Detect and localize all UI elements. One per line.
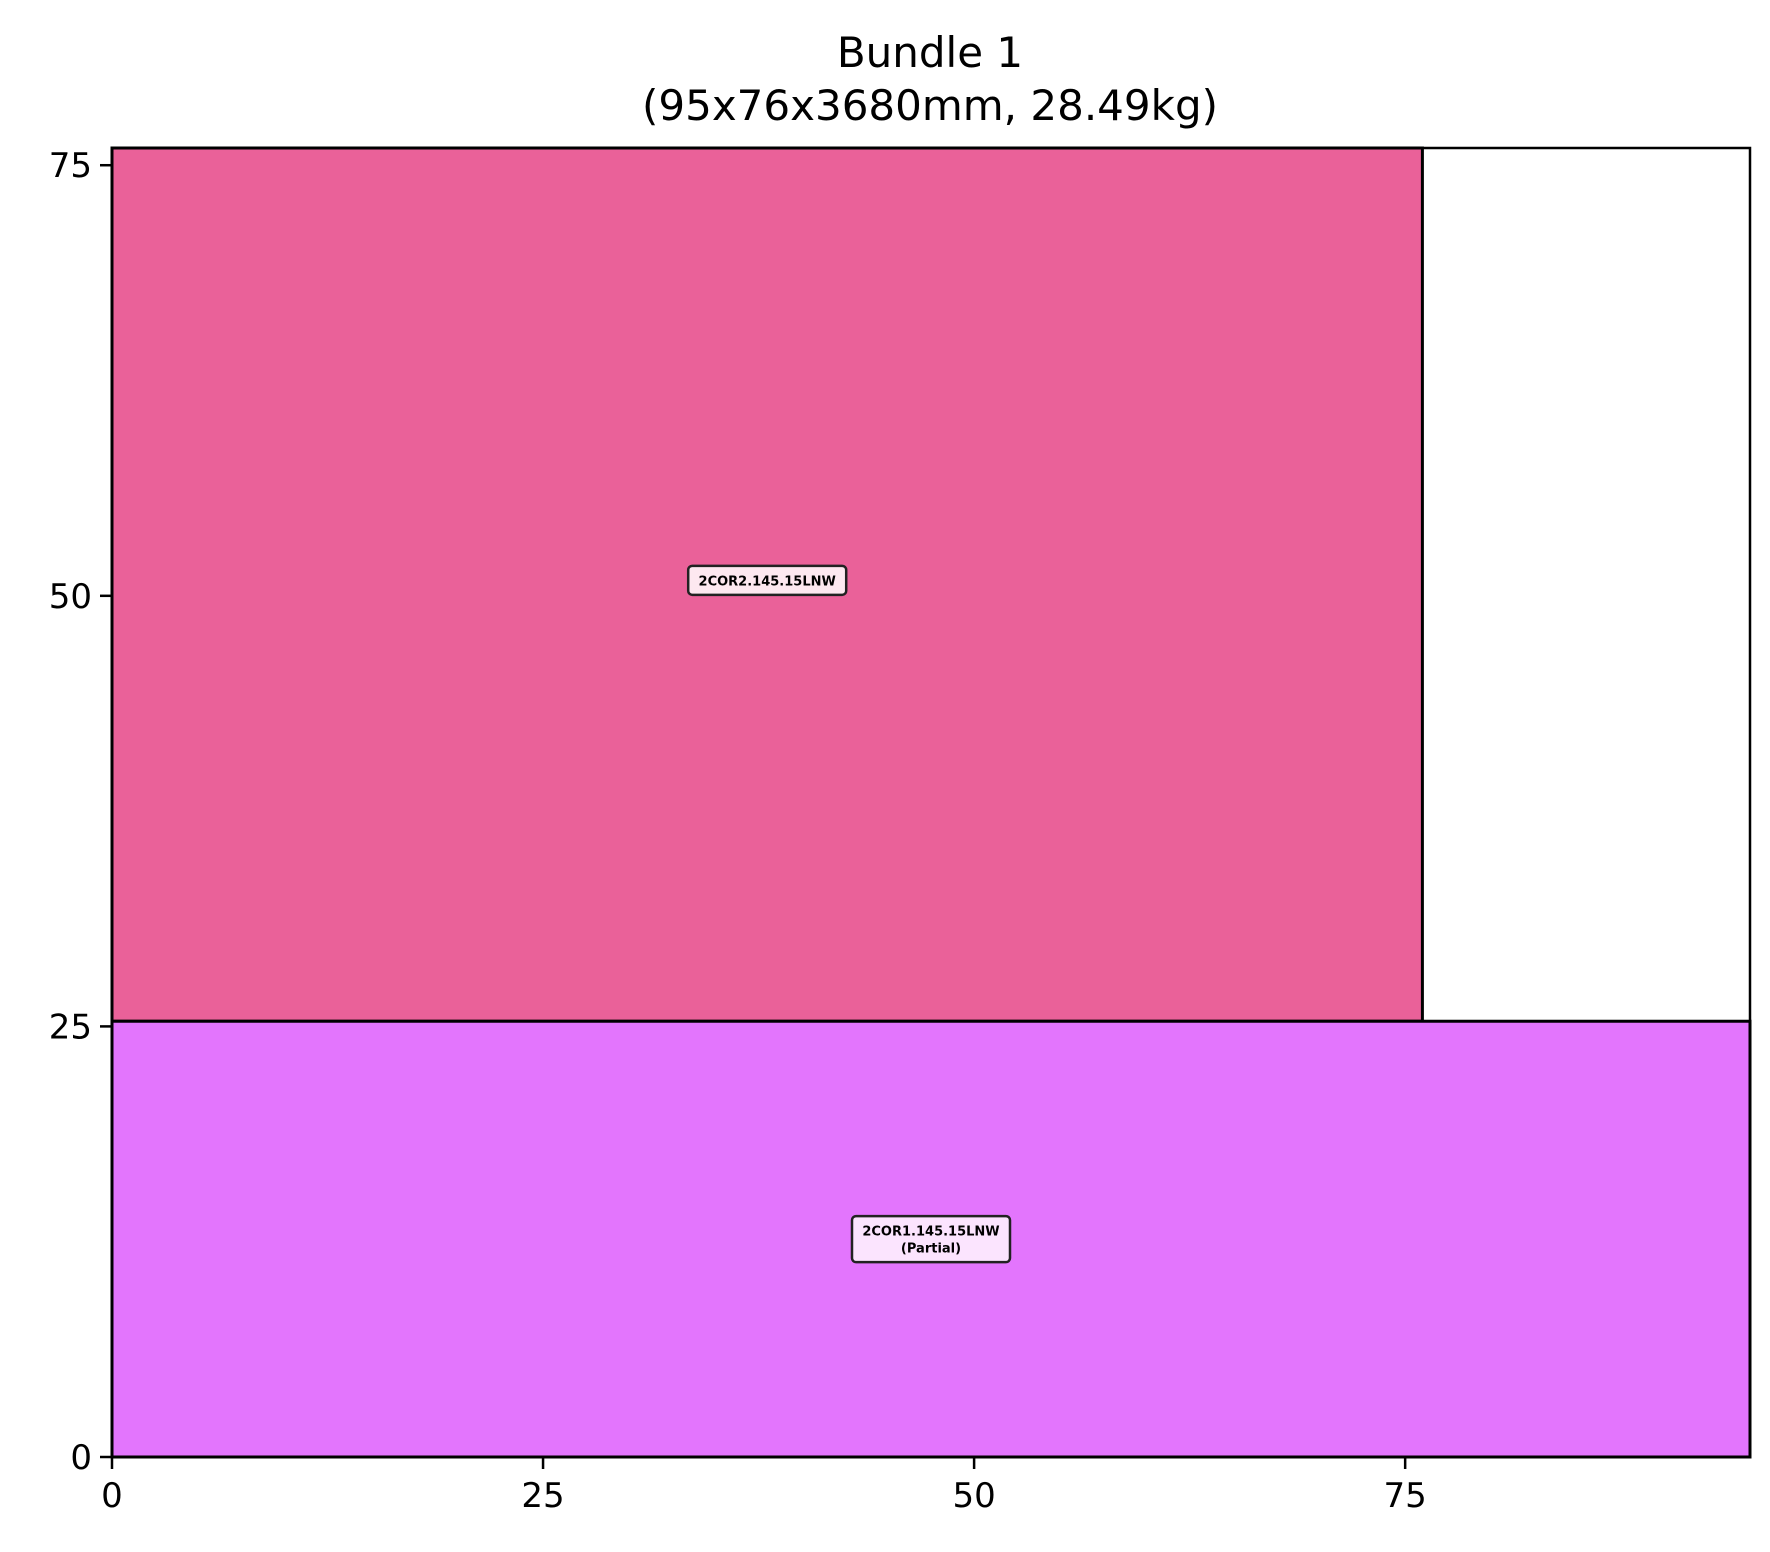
y-tick-label-2: 50: [49, 577, 92, 617]
plot-area: 2COR2.145.15LNW 2COR1.145.15LNW (Partial) 0…: [49, 146, 1752, 1516]
y-tick-label-3: 75: [49, 146, 92, 186]
item-label-box-0: [686, 564, 848, 597]
x-tick-label-3: 75: [1384, 1476, 1427, 1516]
x-tick-label-1: 25: [521, 1476, 564, 1516]
chart-title-line-1: Bundle 1: [837, 28, 1023, 77]
chart-title-line-2: (95x76x3680mm, 28.49kg): [642, 81, 1218, 130]
axes-frame: [110, 146, 1752, 1459]
item-label-1-0: 2COR1.145.15LNW: [862, 1225, 999, 1240]
y-tick-label-0: 0: [70, 1438, 92, 1478]
y-tick-label-1: 25: [49, 1007, 92, 1047]
item-label-0-0: 2COR2.145.15LNW: [699, 574, 836, 589]
item-label-box-1: [850, 1214, 1012, 1264]
item-label-1-1: (Partial): [901, 1242, 961, 1257]
x-tick-label-2: 50: [952, 1476, 995, 1516]
x-tick-label-0: 0: [101, 1476, 123, 1516]
